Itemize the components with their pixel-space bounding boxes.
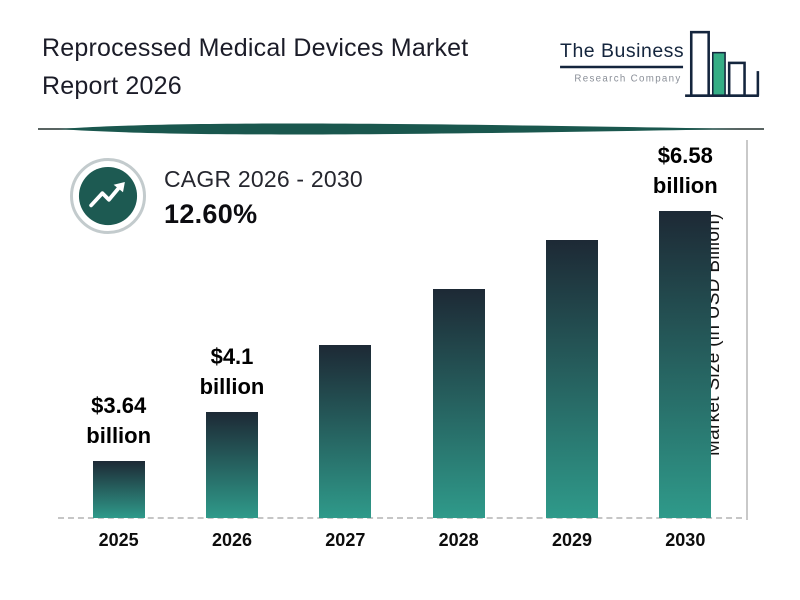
logo-text-line1: The Business	[560, 40, 684, 62]
value-label-2030: $6.58 billion	[652, 143, 718, 198]
bar-group-2026: $4.1 billion	[175, 138, 288, 518]
bar-chart: $3.64 billion $4.1 billion $6.58 billion	[62, 138, 742, 518]
logo-text-line2: Research Company	[574, 73, 681, 84]
bar-group-2027	[289, 138, 402, 518]
bar-2028	[432, 289, 485, 518]
x-axis-label-2030: 2030	[665, 530, 706, 550]
bar-2025	[92, 461, 145, 518]
bar-group-2025: $3.64 billion	[62, 138, 175, 518]
bar-2030	[659, 211, 712, 518]
cagr-label: CAGR 2026 - 2030	[164, 166, 363, 192]
x-axis: 2025 2026 2027 2028 2029 2030	[62, 530, 742, 551]
x-axis-label-2028: 2028	[438, 530, 479, 550]
company-logo: The Business Research Company	[560, 30, 760, 97]
chart-baseline	[58, 517, 742, 519]
page-title-line1: Reprocessed Medical Devices Market	[42, 34, 469, 62]
x-axis-label-2026: 2026	[211, 530, 253, 550]
bar-2027	[319, 345, 372, 518]
x-axis-label-2029: 2029	[551, 530, 592, 550]
cagr-text-block: CAGR 2026 - 2030 12.60%	[164, 166, 363, 230]
x-axis-label-2025: 2025	[98, 530, 139, 550]
logo-barchart-icon	[685, 30, 760, 97]
y-axis-line	[746, 140, 748, 520]
bar-group-2030: $6.58 billion	[629, 138, 742, 518]
page-title: Reprocessed Medical Devices Market Repor…	[42, 30, 522, 105]
bar-group-2029	[515, 138, 628, 518]
value-label-2026: $4.1 billion	[199, 344, 265, 399]
bar-2026	[205, 412, 258, 518]
cagr-value: 12.60%	[164, 199, 258, 229]
divider	[38, 123, 764, 135]
page-title-line2: Report 2026	[42, 71, 182, 100]
x-axis-label-2027: 2027	[325, 530, 366, 550]
divider-lens	[58, 123, 740, 135]
bar-group-2028	[402, 138, 515, 518]
trending-up-icon	[78, 166, 138, 226]
value-label-2025: $3.64 billion	[86, 393, 152, 448]
bar-2029	[545, 240, 598, 518]
cagr-badge	[70, 158, 146, 234]
